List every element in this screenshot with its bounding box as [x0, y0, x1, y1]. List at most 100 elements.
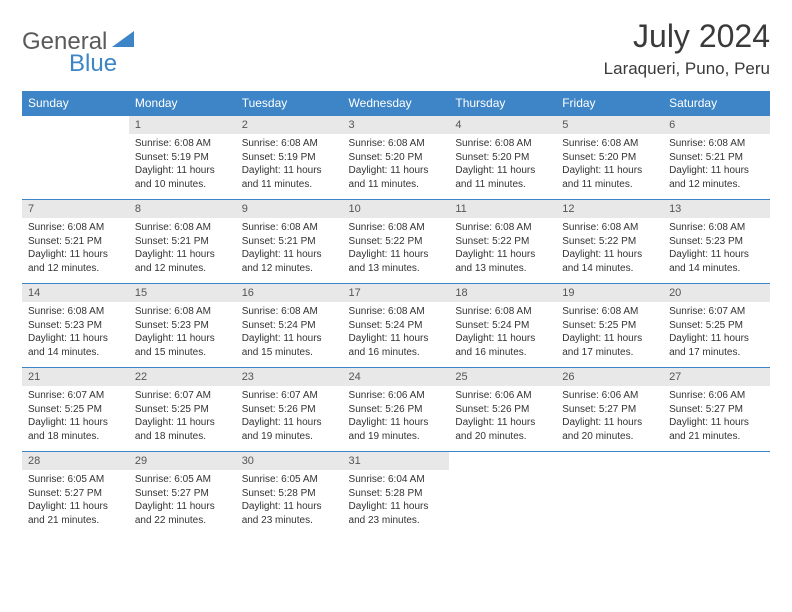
- weekday-header: Thursday: [449, 91, 556, 116]
- day-content-cell: Sunrise: 6:07 AMSunset: 5:25 PMDaylight:…: [22, 386, 129, 452]
- location-label: Laraqueri, Puno, Peru: [604, 59, 770, 79]
- calendar-table: SundayMondayTuesdayWednesdayThursdayFrid…: [22, 91, 770, 535]
- day-content-cell: Sunrise: 6:06 AMSunset: 5:26 PMDaylight:…: [449, 386, 556, 452]
- day-content-row: Sunrise: 6:08 AMSunset: 5:19 PMDaylight:…: [22, 134, 770, 200]
- sunrise-line: Sunrise: 6:08 AM: [349, 305, 444, 319]
- sunrise-line: Sunrise: 6:08 AM: [28, 305, 123, 319]
- day-number-cell: 21: [22, 368, 129, 387]
- day-number-row: 28293031: [22, 452, 770, 471]
- sunrise-line: Sunrise: 6:06 AM: [455, 389, 550, 403]
- day-number-cell: 2: [236, 116, 343, 135]
- daylight-line: Daylight: 11 hours and 10 minutes.: [135, 164, 230, 191]
- daylight-line: Daylight: 11 hours and 11 minutes.: [455, 164, 550, 191]
- day-number-cell: 24: [343, 368, 450, 387]
- day-content-cell: Sunrise: 6:08 AMSunset: 5:23 PMDaylight:…: [22, 302, 129, 368]
- day-content-cell: Sunrise: 6:08 AMSunset: 5:23 PMDaylight:…: [663, 218, 770, 284]
- day-number-cell: 19: [556, 284, 663, 303]
- daylight-line: Daylight: 11 hours and 21 minutes.: [669, 416, 764, 443]
- sunrise-line: Sunrise: 6:08 AM: [669, 137, 764, 151]
- sunrise-line: Sunrise: 6:06 AM: [669, 389, 764, 403]
- sunset-line: Sunset: 5:21 PM: [28, 235, 123, 249]
- sunset-line: Sunset: 5:22 PM: [349, 235, 444, 249]
- page-header: General Blue July 2024 Laraqueri, Puno, …: [22, 18, 770, 79]
- empty-cell: [663, 470, 770, 535]
- daylight-line: Daylight: 11 hours and 17 minutes.: [669, 332, 764, 359]
- sunrise-line: Sunrise: 6:08 AM: [242, 221, 337, 235]
- day-content-cell: Sunrise: 6:08 AMSunset: 5:21 PMDaylight:…: [236, 218, 343, 284]
- day-content-cell: Sunrise: 6:08 AMSunset: 5:20 PMDaylight:…: [343, 134, 450, 200]
- day-number-cell: 1: [129, 116, 236, 135]
- day-number-cell: 3: [343, 116, 450, 135]
- day-content-cell: Sunrise: 6:08 AMSunset: 5:23 PMDaylight:…: [129, 302, 236, 368]
- sunset-line: Sunset: 5:21 PM: [669, 151, 764, 165]
- day-number-row: 78910111213: [22, 200, 770, 219]
- daylight-line: Daylight: 11 hours and 15 minutes.: [242, 332, 337, 359]
- day-number-cell: 12: [556, 200, 663, 219]
- sunset-line: Sunset: 5:27 PM: [562, 403, 657, 417]
- day-content-cell: Sunrise: 6:08 AMSunset: 5:22 PMDaylight:…: [449, 218, 556, 284]
- day-content-cell: Sunrise: 6:08 AMSunset: 5:19 PMDaylight:…: [129, 134, 236, 200]
- daylight-line: Daylight: 11 hours and 14 minutes.: [562, 248, 657, 275]
- weekday-header: Tuesday: [236, 91, 343, 116]
- sunrise-line: Sunrise: 6:07 AM: [28, 389, 123, 403]
- daylight-line: Daylight: 11 hours and 20 minutes.: [562, 416, 657, 443]
- day-number-cell: 23: [236, 368, 343, 387]
- sunset-line: Sunset: 5:28 PM: [349, 487, 444, 501]
- day-content-cell: Sunrise: 6:06 AMSunset: 5:26 PMDaylight:…: [343, 386, 450, 452]
- sunrise-line: Sunrise: 6:05 AM: [135, 473, 230, 487]
- daylight-line: Daylight: 11 hours and 17 minutes.: [562, 332, 657, 359]
- day-content-row: Sunrise: 6:08 AMSunset: 5:21 PMDaylight:…: [22, 218, 770, 284]
- daylight-line: Daylight: 11 hours and 18 minutes.: [135, 416, 230, 443]
- daylight-line: Daylight: 11 hours and 11 minutes.: [242, 164, 337, 191]
- day-content-cell: Sunrise: 6:08 AMSunset: 5:21 PMDaylight:…: [663, 134, 770, 200]
- sunrise-line: Sunrise: 6:08 AM: [562, 305, 657, 319]
- day-content-cell: Sunrise: 6:08 AMSunset: 5:24 PMDaylight:…: [343, 302, 450, 368]
- sunset-line: Sunset: 5:25 PM: [669, 319, 764, 333]
- day-number-cell: 28: [22, 452, 129, 471]
- weekday-header: Monday: [129, 91, 236, 116]
- empty-cell: [449, 470, 556, 535]
- daylight-line: Daylight: 11 hours and 14 minutes.: [669, 248, 764, 275]
- sunset-line: Sunset: 5:28 PM: [242, 487, 337, 501]
- day-number-cell: 9: [236, 200, 343, 219]
- day-number-cell: 20: [663, 284, 770, 303]
- daylight-line: Daylight: 11 hours and 14 minutes.: [28, 332, 123, 359]
- sunset-line: Sunset: 5:25 PM: [135, 403, 230, 417]
- sunset-line: Sunset: 5:26 PM: [242, 403, 337, 417]
- weekday-header: Saturday: [663, 91, 770, 116]
- sunrise-line: Sunrise: 6:08 AM: [349, 137, 444, 151]
- daylight-line: Daylight: 11 hours and 16 minutes.: [349, 332, 444, 359]
- sunset-line: Sunset: 5:23 PM: [135, 319, 230, 333]
- title-block: July 2024 Laraqueri, Puno, Peru: [604, 18, 770, 79]
- sunrise-line: Sunrise: 6:08 AM: [349, 221, 444, 235]
- day-content-cell: Sunrise: 6:07 AMSunset: 5:25 PMDaylight:…: [663, 302, 770, 368]
- logo: General Blue: [22, 18, 134, 56]
- sunrise-line: Sunrise: 6:08 AM: [28, 221, 123, 235]
- day-number-cell: 11: [449, 200, 556, 219]
- empty-cell: [449, 452, 556, 471]
- weekday-header: Sunday: [22, 91, 129, 116]
- sunset-line: Sunset: 5:27 PM: [669, 403, 764, 417]
- day-content-cell: Sunrise: 6:08 AMSunset: 5:20 PMDaylight:…: [449, 134, 556, 200]
- day-number-cell: 10: [343, 200, 450, 219]
- sunrise-line: Sunrise: 6:08 AM: [455, 137, 550, 151]
- empty-cell: [556, 470, 663, 535]
- sunset-line: Sunset: 5:21 PM: [135, 235, 230, 249]
- day-number-cell: 26: [556, 368, 663, 387]
- daylight-line: Daylight: 11 hours and 22 minutes.: [135, 500, 230, 527]
- day-number-cell: 17: [343, 284, 450, 303]
- daylight-line: Daylight: 11 hours and 19 minutes.: [349, 416, 444, 443]
- weekday-header: Wednesday: [343, 91, 450, 116]
- day-number-row: 21222324252627: [22, 368, 770, 387]
- empty-cell: [22, 116, 129, 135]
- day-content-cell: Sunrise: 6:08 AMSunset: 5:24 PMDaylight:…: [236, 302, 343, 368]
- daylight-line: Daylight: 11 hours and 13 minutes.: [349, 248, 444, 275]
- day-content-cell: Sunrise: 6:08 AMSunset: 5:25 PMDaylight:…: [556, 302, 663, 368]
- day-content-cell: Sunrise: 6:08 AMSunset: 5:22 PMDaylight:…: [343, 218, 450, 284]
- daylight-line: Daylight: 11 hours and 15 minutes.: [135, 332, 230, 359]
- day-number-cell: 15: [129, 284, 236, 303]
- day-content-cell: Sunrise: 6:08 AMSunset: 5:22 PMDaylight:…: [556, 218, 663, 284]
- sunset-line: Sunset: 5:23 PM: [28, 319, 123, 333]
- sunset-line: Sunset: 5:20 PM: [562, 151, 657, 165]
- day-number-cell: 5: [556, 116, 663, 135]
